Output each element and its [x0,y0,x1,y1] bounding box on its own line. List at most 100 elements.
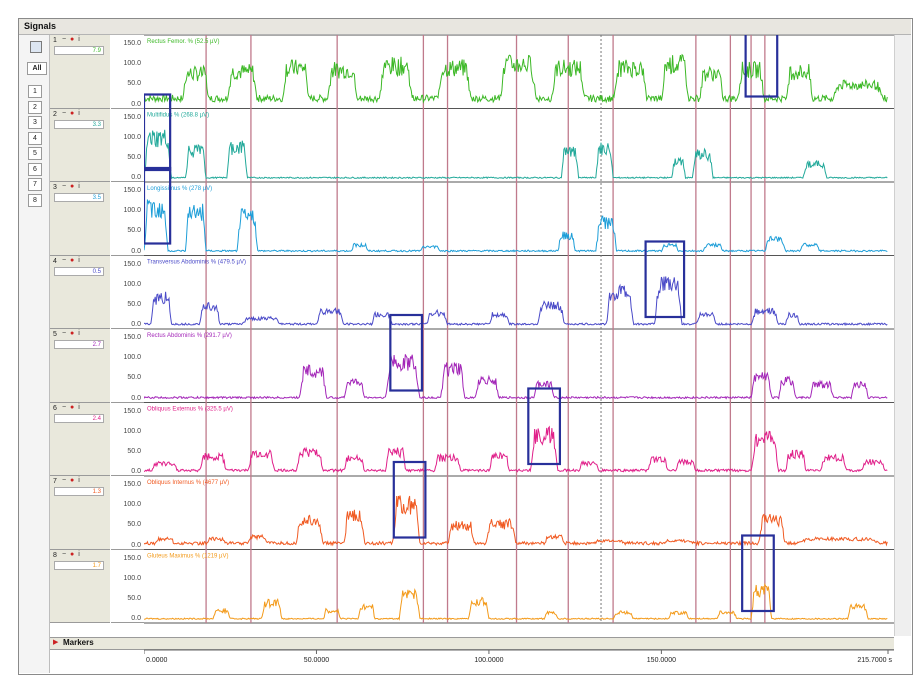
highlight-box [389,313,424,392]
y-axis: 150.0 100.0 50.0 0.0 [111,476,144,550]
channel-button-8[interactable]: 8 [28,193,42,207]
expand-arrow-icon[interactable]: ▶ [53,639,59,646]
info-icon[interactable]: i [78,183,81,190]
color-dot-icon[interactable]: ● [70,550,76,558]
color-dot-icon[interactable]: ● [70,477,76,484]
y-tick-label: 0.0 [131,321,141,328]
signal-trace [143,425,888,474]
markers-label: Markers [63,638,94,647]
y-tick-label: 50.0 [127,374,141,382]
channel-header: 8− ● i 1.7 [50,549,110,623]
channel-value-field[interactable]: 1.7 [54,560,104,570]
channel-value-field[interactable]: 1.3 [54,487,104,496]
info-icon[interactable]: i [78,36,81,43]
y-tick-label: 150.0 [123,554,141,562]
x-axis: 0.0000 50.0000 100.0000 150.0000 215.7000 s [143,649,894,669]
color-dot-icon[interactable]: ● [70,256,76,264]
y-tick-label: 50.0 [127,447,141,455]
channel-header: 1− ● i 7.9 [50,35,110,109]
highlight-box [392,460,427,539]
channel-number: 5 [53,331,57,338]
channel-button-1[interactable]: 1 [28,85,42,98]
copy-icon[interactable] [30,41,42,53]
channel-controls[interactable]: − ● i [62,110,81,117]
y-axis: 150.0 100.0 50.0 0.0 [111,329,144,403]
channel-controls[interactable]: − ● i [62,36,81,43]
info-icon[interactable]: i [78,256,81,264]
channel-value-field[interactable]: 3.5 [54,193,104,202]
highlight-box [644,240,686,319]
signal-trace [143,53,888,104]
y-tick-label: 50.0 [127,227,141,235]
y-tick-label: 150.0 [123,187,141,195]
info-icon[interactable]: i [78,550,81,558]
highlight-box [741,534,775,613]
minus-icon[interactable]: − [62,256,68,264]
channel-button-3[interactable]: 3 [28,116,42,129]
signal-trace [143,199,888,253]
y-tick-label: 0.0 [131,247,141,255]
window-titlebar [19,19,911,35]
minus-icon[interactable]: − [62,36,68,43]
channel-number: 2 [53,110,57,118]
signal-trace [143,276,888,327]
y-axis: 150.0 100.0 50.0 0.0 [111,182,144,256]
channel-controls[interactable]: − ● i [62,257,81,264]
color-dot-icon[interactable]: ● [70,183,76,190]
minus-icon[interactable]: − [62,330,68,337]
x-tick-label: 150.0000 [647,657,676,664]
y-tick-label: 0.0 [131,394,141,402]
channel-value-field[interactable]: 3.3 [54,119,104,129]
highlight-box [142,93,172,172]
color-dot-icon[interactable]: ● [70,109,76,117]
y-tick-label: 0.0 [131,174,141,181]
channel-value-field[interactable]: 2.7 [54,340,104,349]
y-tick-label: 50.0 [127,80,141,88]
channel-value-field[interactable]: 0.5 [54,266,104,276]
minus-icon[interactable]: − [62,183,68,190]
y-axis: 150.0 100.0 50.0 0.0 [111,109,144,182]
color-dot-icon[interactable]: ● [70,330,76,337]
y-tick-label: 150.0 [123,334,141,342]
y-axis: 150.0 100.0 50.0 0.0 [111,403,144,476]
channel-value-field[interactable]: 2.4 [54,413,104,423]
minus-icon[interactable]: − [62,109,68,117]
y-tick-label: 150.0 [123,113,141,121]
x-tick-label: 215.7000 s [857,657,892,664]
channel-controls[interactable]: − ● i [62,330,81,337]
channel-number: 3 [53,184,57,191]
channel-header: 5− ● i 2.7 [50,329,110,403]
plot-area[interactable]: Rectus Femor. % (52.5 µV) Multifidus % (2… [142,19,894,636]
channel-controls[interactable]: − ● i [62,551,81,558]
minus-icon[interactable]: − [62,550,68,558]
color-dot-icon[interactable]: ● [70,403,76,411]
channel-controls[interactable]: − ● i [62,404,81,411]
color-dot-icon[interactable]: ● [70,36,76,43]
channel-value-field[interactable]: 7.9 [54,46,104,55]
info-icon[interactable]: i [78,330,81,337]
y-tick-label: 150.0 [123,40,141,48]
info-icon[interactable]: i [78,403,81,411]
channel-button-7[interactable]: 7 [28,178,42,191]
minus-icon[interactable]: − [62,403,68,411]
info-icon[interactable]: i [78,477,81,484]
y-tick-label: 100.0 [123,574,141,582]
x-tick-label: 50.0000 [304,657,329,664]
channel-controls[interactable]: − ● i [62,183,81,190]
vertical-scrollbar[interactable] [894,35,911,636]
channel-controls[interactable]: − ● i [62,477,81,484]
y-axis: 150.0 100.0 50.0 0.0 [111,35,144,109]
minus-icon[interactable]: − [62,477,68,484]
channel-number: 6 [53,404,57,412]
y-tick-label: 50.0 [127,521,141,529]
channel-button-4[interactable]: 4 [28,131,42,145]
info-icon[interactable]: i [78,109,81,117]
window-title: Signals [24,21,57,31]
channel-button-2[interactable]: 2 [28,100,42,114]
channel-button-6[interactable]: 6 [28,162,42,176]
show-all-button[interactable]: All [27,62,47,75]
highlight-box [744,19,779,98]
channel-label: Transversus Abdominis % (479.5 µV) [147,260,246,266]
channel-button-5[interactable]: 5 [28,147,42,160]
y-tick-label: 100.0 [123,280,141,288]
